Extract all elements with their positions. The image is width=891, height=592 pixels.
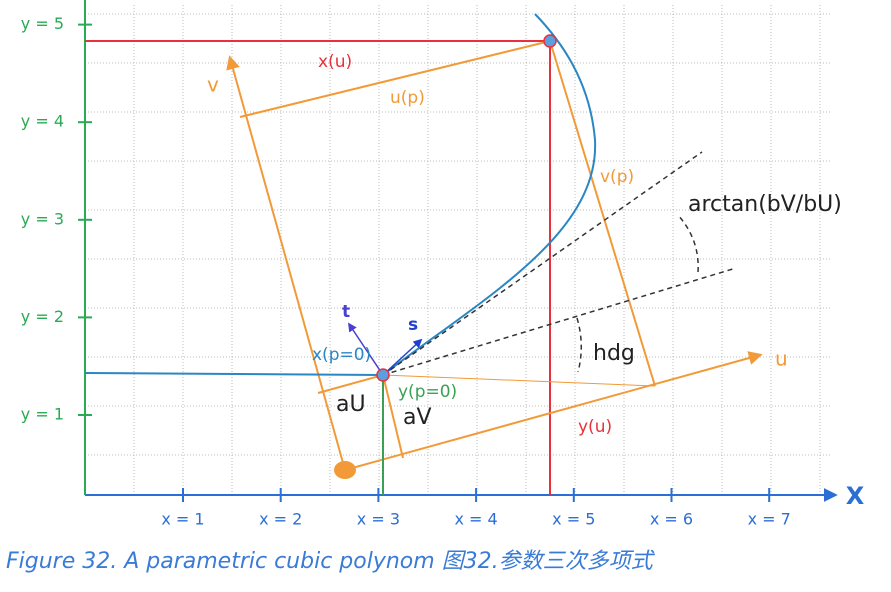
uv-frame — [226, 40, 763, 471]
caption: Figure 32. A parametric cubic polynom 图3… — [6, 549, 656, 574]
label: x(u) — [318, 52, 352, 72]
x-axis-label: X — [846, 482, 865, 510]
s-arrow — [382, 338, 423, 376]
label: aV — [403, 405, 432, 430]
x-p0-line — [84, 372, 384, 376]
label: u(p) — [390, 88, 425, 108]
y-tick-label: y = 1 — [21, 405, 64, 424]
grid — [85, 5, 830, 495]
y-tick-label: y = 3 — [21, 209, 64, 228]
label: y(u) — [578, 417, 612, 437]
x-tick-label: x = 3 — [357, 510, 400, 529]
label: hdg — [593, 341, 635, 366]
labels: v u u(p) v(p) x(u) y(u) arctan(bV/bU) hd… — [207, 52, 842, 437]
label: v — [207, 73, 219, 97]
label: arctan(bV/bU) — [688, 192, 842, 217]
label: s — [408, 315, 418, 335]
label: t — [342, 302, 350, 322]
angle-lines — [382, 151, 737, 376]
uv-origin — [334, 461, 356, 479]
t-arrow — [348, 322, 384, 376]
x-tick-label: x = 5 — [552, 510, 595, 529]
label: u — [775, 347, 788, 371]
ticks: x = 1 x = 2 x = 3 x = 4 x = 5 x = 6 x = 7 y = 1… — [21, 14, 791, 528]
label: v(p) — [600, 167, 634, 187]
start-point — [376, 368, 390, 382]
label: x(p=0) — [312, 345, 371, 365]
curve — [382, 13, 597, 376]
label: aU — [336, 392, 366, 417]
y-tick-label: y = 5 — [21, 14, 64, 33]
y-tick-label: y = 2 — [21, 307, 64, 326]
y-tick-label: y = 4 — [21, 112, 64, 131]
x-tick-label: x = 4 — [454, 510, 497, 529]
x-tick-label: x = 1 — [161, 510, 204, 529]
end-point — [543, 34, 557, 48]
x-tick-label: x = 6 — [650, 510, 693, 529]
x-tick-label: x = 7 — [748, 510, 791, 529]
label: y(p=0) — [398, 382, 457, 402]
x-tick-label: x = 2 — [259, 510, 302, 529]
